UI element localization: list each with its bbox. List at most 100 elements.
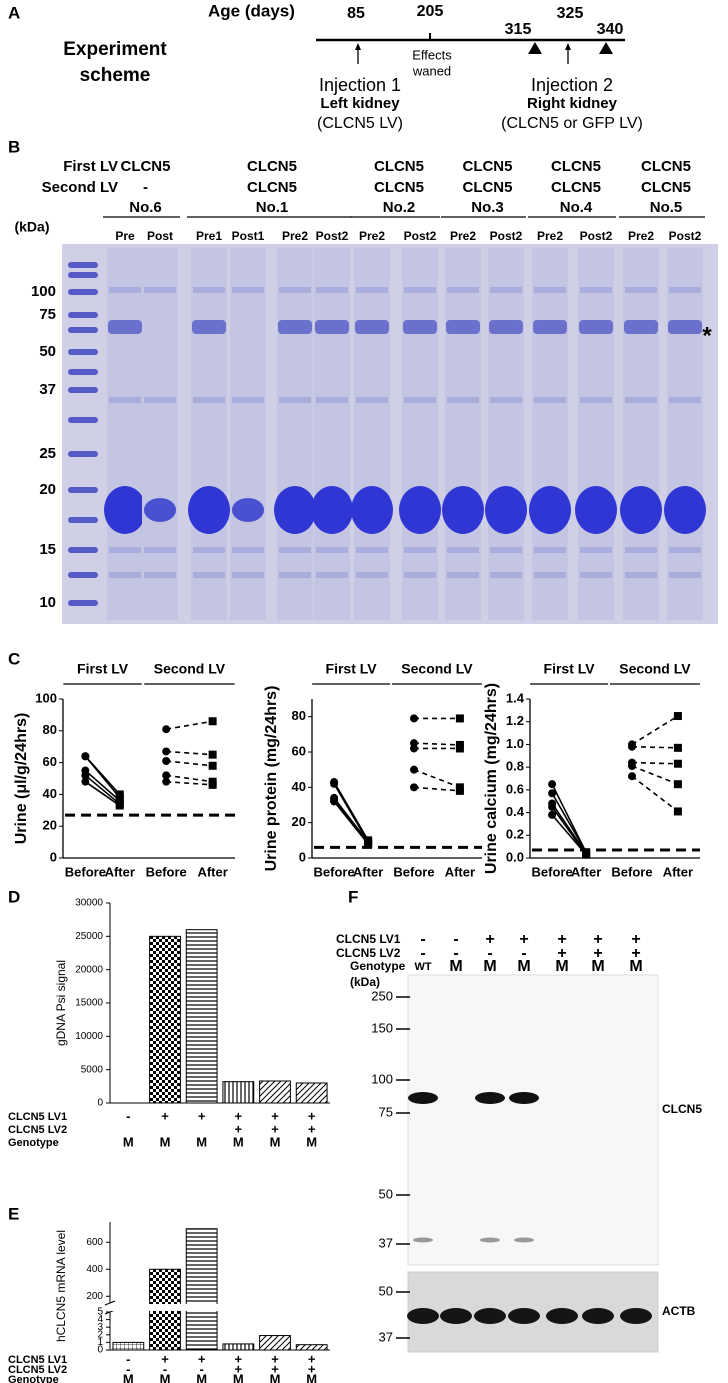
injection-title: Injection 1 bbox=[319, 75, 401, 95]
decoration bbox=[534, 397, 566, 403]
data-point bbox=[81, 777, 90, 786]
series-line bbox=[84, 774, 121, 805]
x-tick-label: Before bbox=[65, 864, 106, 879]
group-label: Second LV bbox=[154, 661, 226, 677]
lane-label: Pre bbox=[115, 229, 135, 243]
y-tick-label: 2 bbox=[97, 1329, 103, 1340]
series-line bbox=[551, 803, 587, 854]
decoration bbox=[274, 486, 316, 534]
decoration bbox=[356, 572, 388, 578]
y-tick-label: 400 bbox=[86, 1264, 103, 1275]
decoration bbox=[529, 486, 571, 534]
decoration bbox=[279, 397, 311, 403]
decoration bbox=[232, 547, 264, 553]
data-point bbox=[162, 725, 171, 734]
decoration bbox=[315, 320, 349, 334]
series-line bbox=[631, 775, 679, 813]
y-tick-label: 3 bbox=[97, 1322, 103, 1333]
row-mark: M bbox=[160, 1371, 171, 1383]
decoration bbox=[407, 1308, 439, 1324]
y-tick-label: 0.6 bbox=[506, 781, 524, 796]
x-tick-label: Before bbox=[532, 864, 573, 879]
group-second: - bbox=[143, 179, 148, 196]
row-mark: M bbox=[449, 958, 462, 975]
y-tick-label: 0.0 bbox=[506, 849, 524, 864]
decoration bbox=[534, 572, 566, 578]
decoration bbox=[404, 287, 436, 293]
y-tick-label: 15000 bbox=[75, 998, 103, 1009]
group-label: Second LV bbox=[619, 661, 691, 677]
injection-site: Right kidney bbox=[527, 95, 618, 112]
series-line bbox=[631, 745, 678, 749]
decoration bbox=[192, 320, 226, 334]
decoration bbox=[142, 248, 178, 620]
ladder-label: 75 bbox=[39, 306, 56, 323]
decoration bbox=[514, 1237, 534, 1243]
series-line bbox=[413, 742, 460, 746]
bar bbox=[222, 1343, 255, 1351]
band-marker: * bbox=[702, 322, 712, 349]
bar bbox=[222, 1081, 255, 1104]
x-tick-label: After bbox=[197, 864, 227, 879]
group-first: CLCN5 bbox=[247, 158, 297, 175]
decoration bbox=[311, 486, 353, 534]
decoration bbox=[667, 248, 703, 620]
decoration bbox=[107, 248, 143, 620]
decoration bbox=[68, 547, 98, 553]
row-mark: + bbox=[161, 1351, 169, 1366]
group-first: CLCN5 bbox=[374, 158, 424, 175]
row-mark: + bbox=[519, 931, 528, 948]
band-label: CLCN5 bbox=[662, 1102, 702, 1116]
ladder-label: 50 bbox=[379, 1283, 393, 1298]
row-mark: + bbox=[308, 1121, 316, 1136]
data-point bbox=[208, 750, 217, 759]
row-mark: M bbox=[160, 1134, 171, 1149]
row-label: CLCN5 LV2 bbox=[336, 946, 401, 960]
group-name: No.2 bbox=[383, 199, 416, 216]
row-mark: - bbox=[453, 945, 458, 962]
bar bbox=[112, 1341, 145, 1351]
decoration bbox=[565, 43, 571, 50]
bar bbox=[185, 1228, 218, 1351]
row-label: First LV bbox=[63, 158, 118, 175]
data-point bbox=[628, 762, 636, 771]
decoration bbox=[193, 287, 225, 293]
series-line bbox=[631, 765, 679, 785]
group-second: CLCN5 bbox=[374, 179, 424, 196]
ladder-label: 100 bbox=[371, 1071, 393, 1086]
x-tick-label: Before bbox=[146, 864, 187, 879]
decoration bbox=[316, 397, 348, 403]
row-mark: - bbox=[199, 1361, 203, 1376]
row-mark: M bbox=[483, 958, 496, 975]
data-point bbox=[673, 807, 682, 816]
decoration bbox=[508, 1308, 540, 1324]
y-tick-label: 60 bbox=[43, 754, 57, 769]
data-point bbox=[81, 752, 90, 761]
series-line bbox=[413, 786, 460, 792]
data-point bbox=[582, 850, 591, 859]
decoration bbox=[279, 547, 311, 553]
row-mark: + bbox=[485, 931, 494, 948]
decoration bbox=[620, 1308, 652, 1324]
decoration bbox=[474, 1308, 506, 1324]
y-tick-label: 0 bbox=[50, 849, 57, 864]
series-line bbox=[631, 715, 679, 746]
decoration bbox=[447, 287, 479, 293]
decoration bbox=[668, 320, 702, 334]
y-tick-label: 5000 bbox=[81, 1064, 104, 1075]
x-tick-label: Before bbox=[611, 864, 652, 879]
lane-label: Pre2 bbox=[537, 229, 563, 243]
decoration bbox=[534, 547, 566, 553]
decoration bbox=[623, 248, 659, 620]
decoration bbox=[278, 320, 312, 334]
series-line bbox=[84, 755, 121, 799]
x-tick-label: After bbox=[105, 864, 135, 879]
decoration bbox=[109, 547, 141, 553]
decoration bbox=[579, 320, 613, 334]
row-label: CLCN5 LV1 bbox=[8, 1354, 67, 1366]
y-tick-label: 1.0 bbox=[506, 736, 524, 751]
data-point bbox=[455, 786, 464, 795]
decoration bbox=[232, 397, 264, 403]
decoration bbox=[144, 287, 176, 293]
